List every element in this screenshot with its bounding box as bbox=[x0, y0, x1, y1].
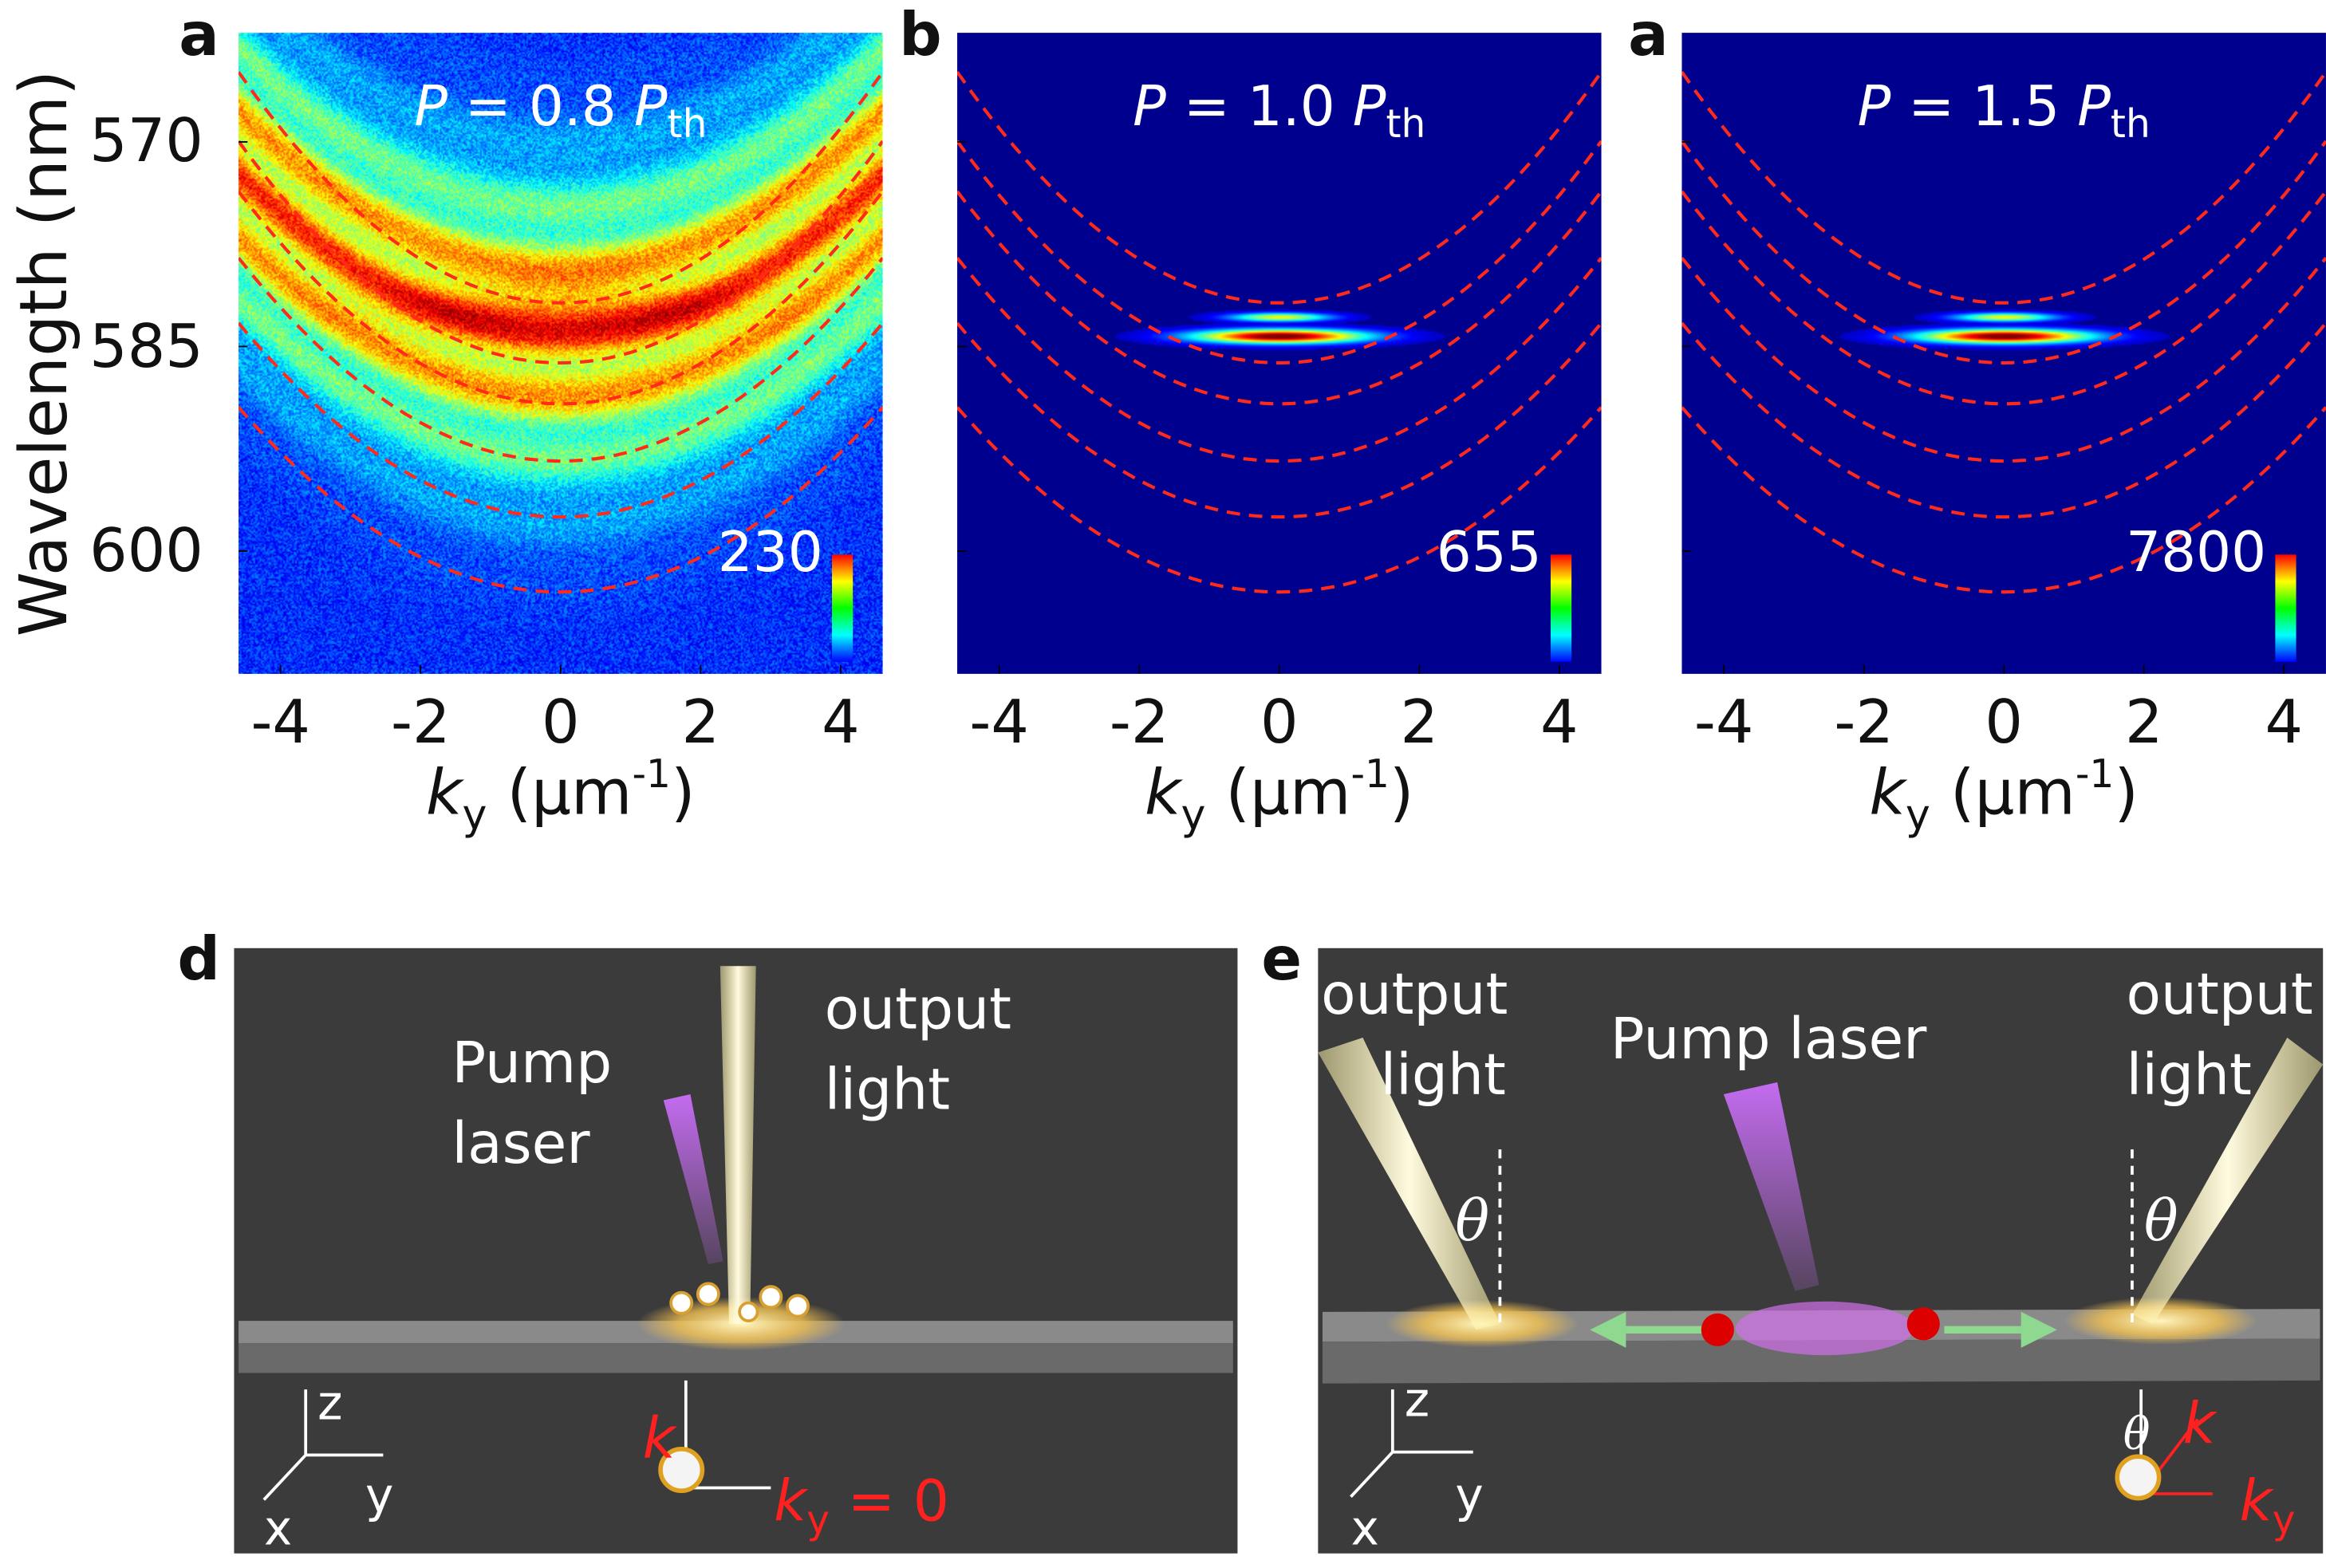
theta-k: θ bbox=[2123, 1396, 2151, 1476]
x-tick-label: 4 bbox=[1540, 689, 1579, 758]
axis-x-label: x bbox=[264, 1487, 292, 1568]
y-tick: 585 bbox=[89, 313, 203, 382]
panel-title: P = 1.5 Pth bbox=[1681, 74, 2325, 148]
axis-y-label: y bbox=[1455, 1455, 1483, 1535]
axis-z-label: z bbox=[317, 1362, 342, 1443]
pump-label: Pump laser bbox=[1610, 999, 1927, 1079]
axis-x-label: x bbox=[1350, 1487, 1378, 1568]
x-axis-label: ky (μm-1) bbox=[426, 753, 696, 839]
x-tick-label: 0 bbox=[1260, 689, 1299, 758]
x-tick-label: 0 bbox=[1985, 689, 2023, 758]
x-tick-label: 2 bbox=[1401, 689, 1439, 758]
dispersion-curve bbox=[957, 191, 1601, 404]
output-label-right: output light bbox=[2126, 954, 2312, 1115]
y-tick: 570 bbox=[89, 108, 203, 176]
heatmap-panel-b: P = 1.0 Pth 655 bbox=[957, 33, 1601, 674]
x-axis-label: ky (μm-1) bbox=[1145, 753, 1414, 839]
colorbar bbox=[1551, 554, 1571, 662]
axis-z-label: z bbox=[1405, 1360, 1429, 1440]
dispersion-curve bbox=[1681, 323, 2325, 517]
panel-label-e: e bbox=[1261, 930, 1302, 990]
k-label: k bbox=[2183, 1384, 2216, 1464]
output-label-left: output light bbox=[1321, 954, 1506, 1115]
dispersion-curve bbox=[1681, 258, 2325, 461]
x-tick-label: 2 bbox=[2125, 689, 2163, 758]
panel-title: P = 0.8 Pth bbox=[239, 74, 882, 148]
pump-label: Pump laser bbox=[451, 1022, 612, 1184]
colorbar-max: 7800 bbox=[2126, 520, 2266, 584]
dispersion-curve bbox=[957, 141, 1601, 363]
colorbar-max: 230 bbox=[718, 520, 823, 584]
panel-title: P = 1.0 Pth bbox=[957, 74, 1601, 148]
y-axis-label: Wavelength (nm) bbox=[6, 70, 82, 636]
theta-left: θ bbox=[1455, 1180, 1489, 1261]
x-tick-label: 0 bbox=[542, 689, 580, 758]
x-tick-label: -2 bbox=[1110, 689, 1169, 758]
colorbar bbox=[832, 554, 853, 662]
output-beam bbox=[720, 966, 756, 1324]
dispersion-curve bbox=[239, 258, 882, 461]
dispersion-curve bbox=[1681, 141, 2325, 363]
colorbar bbox=[2275, 554, 2296, 662]
heatmap-panel-a: P = 0.8 Pth 230 bbox=[239, 33, 882, 674]
normal-lines bbox=[1500, 1149, 2132, 1328]
x-tick-label: 4 bbox=[822, 689, 860, 758]
x-tick-label: 4 bbox=[2265, 689, 2303, 758]
x-tick-label: -4 bbox=[1694, 689, 1754, 758]
k-label: k bbox=[643, 1398, 676, 1479]
colorbar-max: 655 bbox=[1437, 520, 1542, 584]
ky-label: ky bbox=[2240, 1461, 2296, 1562]
heatmap-panel-c: P = 1.5 Pth 7800 bbox=[1681, 33, 2325, 674]
x-axis-label: ky (μm-1) bbox=[1869, 753, 2139, 839]
panel-label-d: d bbox=[177, 930, 220, 990]
diagram-d: d Pump laser output light z y x k ky = 0 bbox=[234, 948, 1237, 1554]
theta-right: θ bbox=[2144, 1180, 2178, 1261]
figure: a b a Wavelength (nm) 570 585 600 P = 0.… bbox=[0, 0, 2326, 1556]
y-tick: 600 bbox=[89, 518, 203, 586]
panel-label-a: a bbox=[179, 6, 219, 65]
dispersion-curve bbox=[239, 141, 882, 363]
dispersion-curve bbox=[239, 191, 882, 404]
x-tick-label: -2 bbox=[391, 689, 451, 758]
x-tick-label: -2 bbox=[1834, 689, 1894, 758]
dispersion-curve bbox=[957, 323, 1601, 517]
pump-beam bbox=[664, 1094, 723, 1264]
output-label: output light bbox=[825, 969, 1011, 1130]
pump-beam bbox=[1724, 1082, 1819, 1291]
dispersion-curve bbox=[957, 258, 1601, 461]
axis-y-label: y bbox=[365, 1455, 393, 1535]
dispersion-curve bbox=[239, 323, 882, 517]
pump-spot bbox=[1736, 1302, 1914, 1355]
panel-label-b: b bbox=[899, 6, 942, 65]
x-tick-label: 2 bbox=[682, 689, 720, 758]
x-tick-label: -4 bbox=[250, 689, 310, 758]
dispersion-curve bbox=[1681, 191, 2325, 404]
diagram-e: e Pump laser output light output light θ θ… bbox=[1318, 948, 2323, 1554]
ky-zero-label: ky = 0 bbox=[774, 1461, 949, 1562]
x-tick-label: -4 bbox=[969, 689, 1029, 758]
panel-label-c: a bbox=[1628, 6, 1668, 65]
